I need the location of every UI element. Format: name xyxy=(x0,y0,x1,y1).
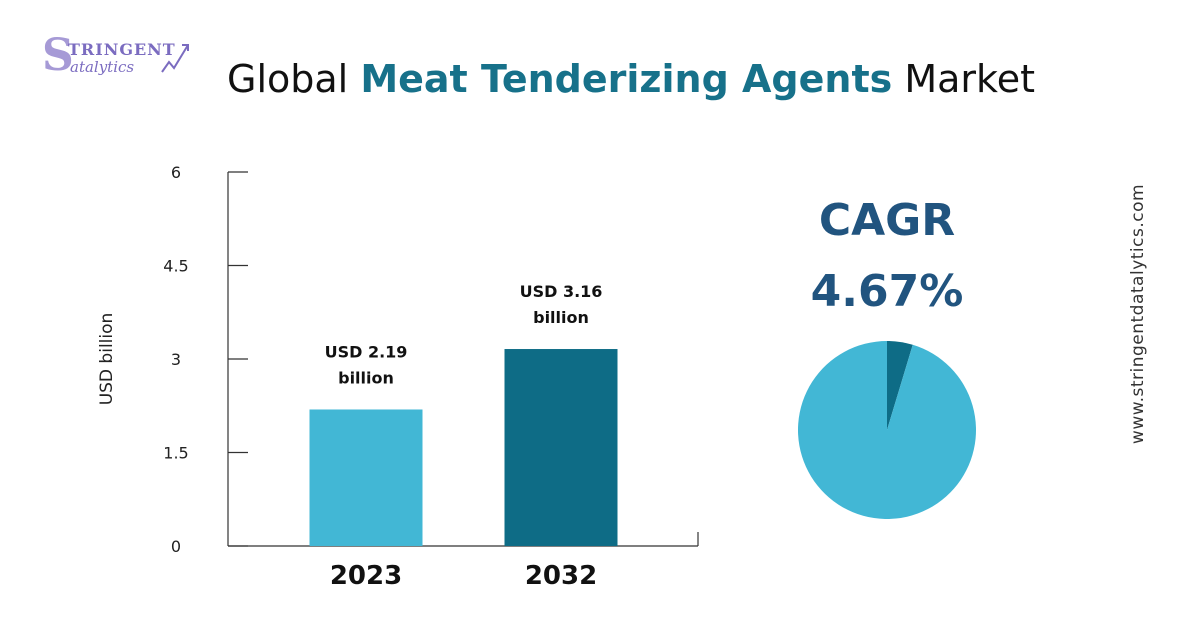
pie-slice-0 xyxy=(887,341,913,430)
logo-word-stringent: TRINGENT xyxy=(68,40,176,59)
x-category-label: 2023 xyxy=(330,561,402,591)
y-axis-label: USD billion xyxy=(97,313,117,406)
cagr-pie-chart xyxy=(798,341,976,519)
logo-initial: S xyxy=(42,30,74,81)
bar-value-label: USD 2.19 xyxy=(325,342,408,361)
bar-2032 xyxy=(504,349,618,546)
x-category-label: 2032 xyxy=(525,561,597,591)
logo-word-datalytics: atalytics xyxy=(70,58,135,76)
y-tick-label: 4.5 xyxy=(163,257,188,276)
page-title: Global Meat Tenderizing Agents Market xyxy=(0,54,1200,104)
cagr-label: CAGR xyxy=(818,195,956,246)
brand-logo: S TRINGENT atalytics xyxy=(42,34,192,84)
bar-2023 xyxy=(309,409,423,546)
bar-chart: 0 1.5 3 4.5 6 USD billion 2023 USD 2.19 billion 2… xyxy=(97,163,699,591)
website-url: www.stringentdatalytics.com xyxy=(1128,183,1148,445)
bar-value-label: billion xyxy=(338,368,394,387)
y-tick-label: 0 xyxy=(171,537,181,556)
title-suffix: Market xyxy=(904,57,1035,101)
bar-value-label: USD 3.16 xyxy=(520,282,603,301)
chart-bars xyxy=(309,349,618,546)
y-tick-label: 1.5 xyxy=(163,444,188,463)
chart-labels: 0 1.5 3 4.5 6 USD billion 2023 USD 2.19 billion 2… xyxy=(97,163,602,591)
title-highlight: Meat Tenderizing Agents xyxy=(360,57,893,101)
chart-axes xyxy=(227,171,699,547)
y-tick-label: 6 xyxy=(171,163,181,182)
logo-trend-icon xyxy=(161,44,189,73)
cagr-value: 4.67% xyxy=(810,266,964,317)
pie-slice-1 xyxy=(798,341,976,519)
bar-value-label: billion xyxy=(533,308,589,327)
y-tick-label: 3 xyxy=(171,350,181,369)
title-prefix: Global xyxy=(227,57,349,101)
